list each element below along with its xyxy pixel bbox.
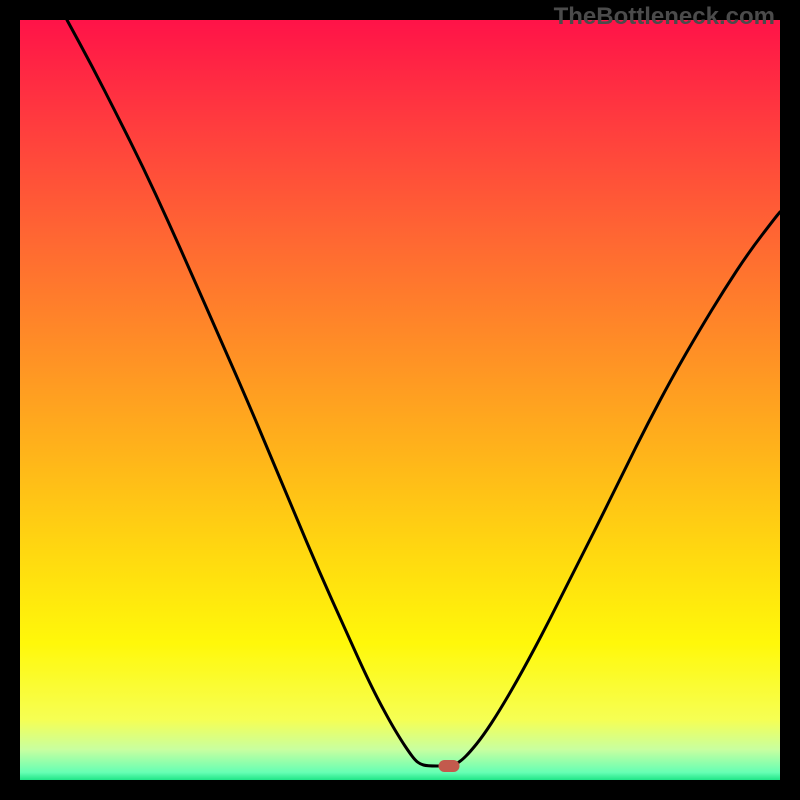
curve-layer [0,0,800,800]
bottleneck-curve [67,20,780,766]
chart-frame: TheBottleneck.com [0,0,800,800]
minimum-marker [439,760,460,772]
